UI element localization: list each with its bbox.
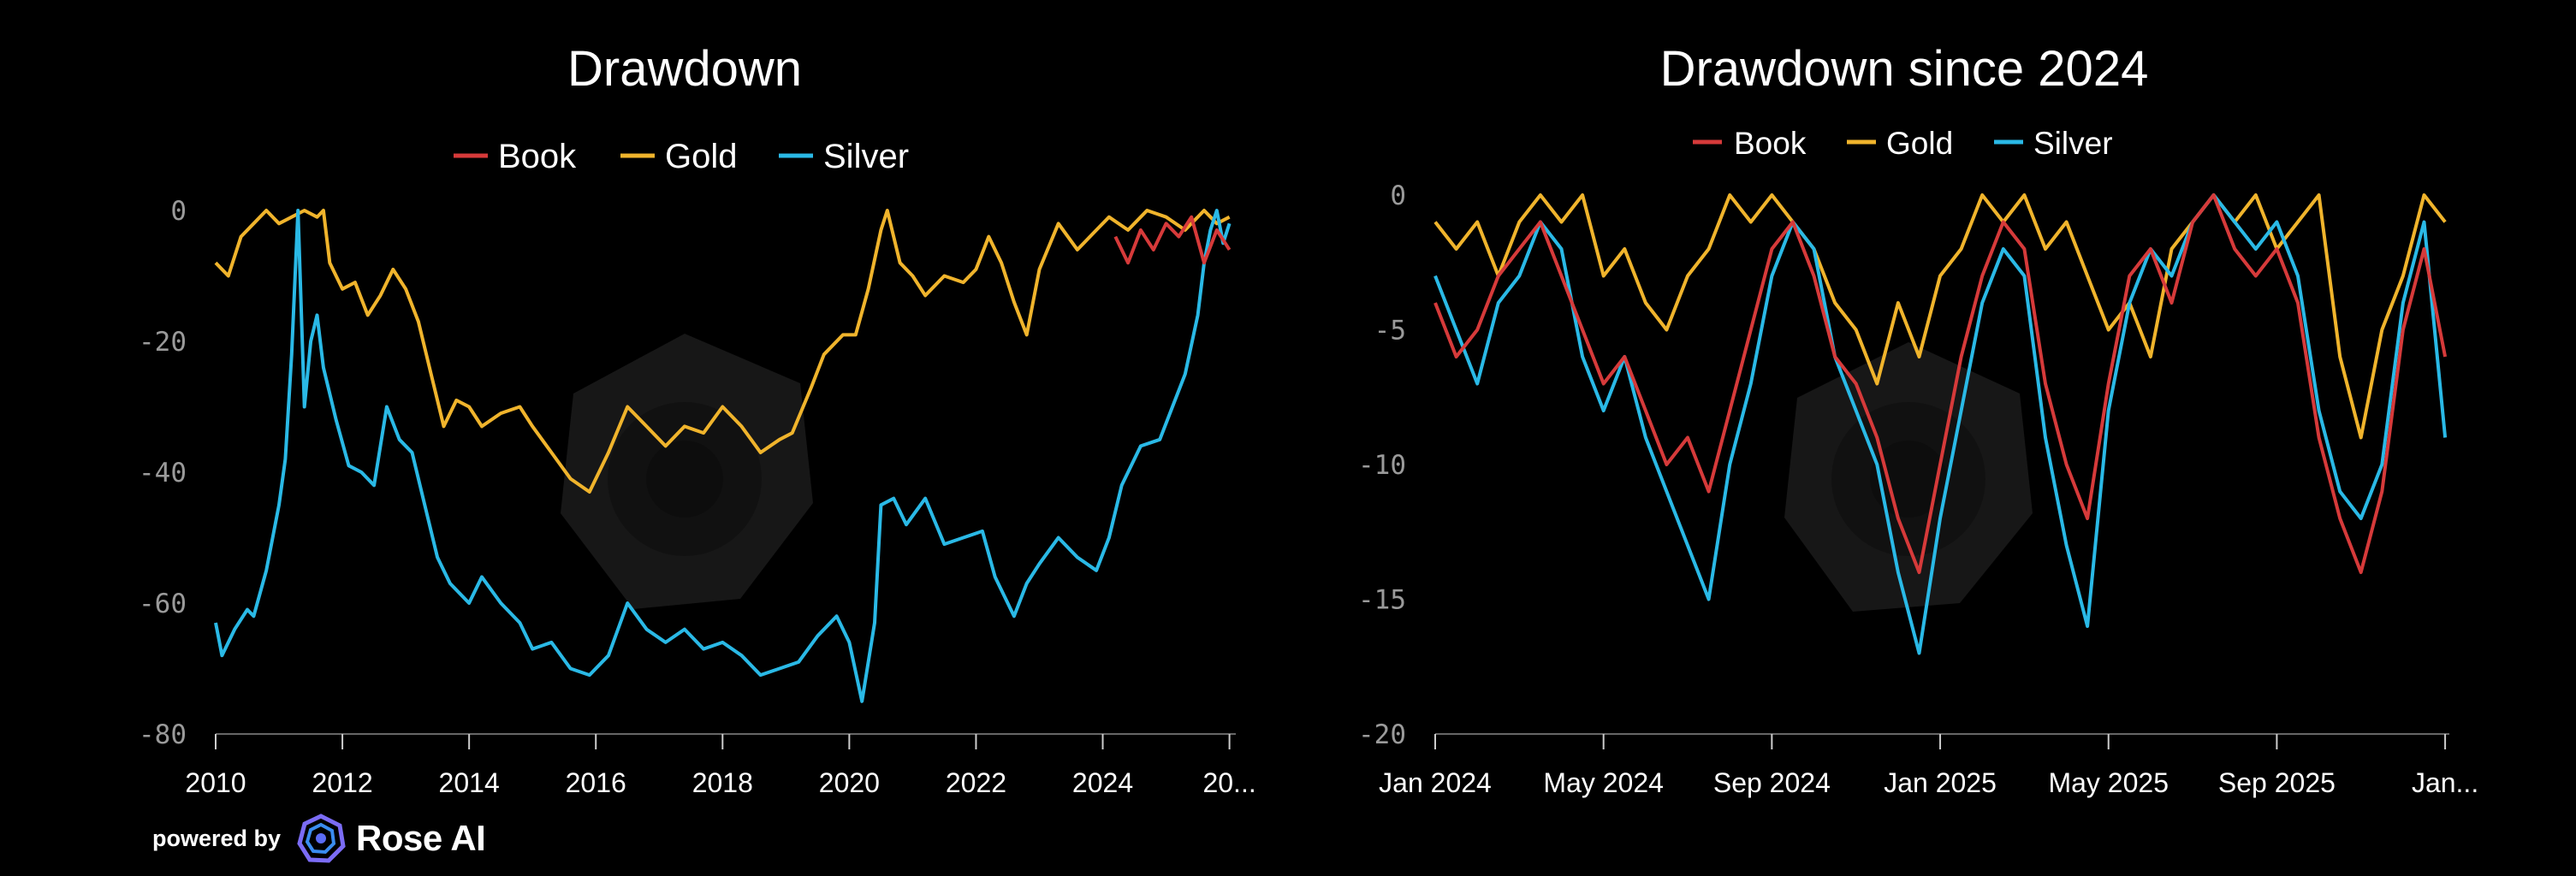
y-tick-label: -20 xyxy=(1358,719,1406,750)
y-tick-label: -80 xyxy=(139,719,187,750)
series-line-book xyxy=(1433,193,2448,574)
powered-by-label: powered by xyxy=(152,825,282,851)
watermark-right-icon xyxy=(1784,342,2033,612)
y-tick-label: -20 xyxy=(139,327,187,358)
x-tick-label: 2012 xyxy=(312,767,372,798)
legend-label-book: Book xyxy=(1734,126,1807,161)
rose-ai-logo-icon xyxy=(297,814,346,863)
x-tick-label: Jan 2024 xyxy=(1379,767,1492,798)
legend: Book Gold Silver xyxy=(1693,126,2113,161)
plot-area: Jan 2024 May 2024 Sep 2024 Jan 2025 May 2025… xyxy=(1358,181,2478,798)
legend: Book Gold Silver xyxy=(454,138,909,175)
x-tick-label: 2022 xyxy=(946,767,1006,798)
x-tick-label: 2020 xyxy=(819,767,880,798)
x-tick-label: Jan 2025 xyxy=(1884,767,1997,798)
chart-drawdown-since-2024: Drawdown since 2024 Book Gold Silver Jan… xyxy=(1358,41,2478,798)
legend-label-gold: Gold xyxy=(1886,126,1953,161)
y-tick-label: 0 xyxy=(1390,181,1406,211)
x-tick-label: Sep 2025 xyxy=(2218,767,2336,798)
x-tick-label: 2014 xyxy=(439,767,500,798)
y-tick-label: -5 xyxy=(1374,316,1406,346)
brand-name: Rose AI xyxy=(356,818,486,858)
x-tick-label: 20... xyxy=(1202,767,1255,798)
x-tick-label: May 2024 xyxy=(1543,767,1664,798)
y-tick-label: -15 xyxy=(1358,585,1406,616)
watermark-left-icon xyxy=(561,334,813,609)
x-tick-label: 2024 xyxy=(1072,767,1133,798)
chart-title: Drawdown since 2024 xyxy=(1660,41,2149,97)
y-tick-label: -40 xyxy=(139,458,187,488)
x-tick-label: Jan... xyxy=(2412,767,2478,798)
series-line-silver xyxy=(214,209,1232,703)
plot-area: 2010 2012 2014 2016 2018 2020 2022 2024 20... 0 -2… xyxy=(139,196,1256,798)
branding: powered by Rose AI xyxy=(152,808,486,868)
x-tick-label: Sep 2024 xyxy=(1713,767,1831,798)
x-tick-label: 2016 xyxy=(566,767,626,798)
legend-label-silver: Silver xyxy=(823,138,909,175)
legend-label-silver: Silver xyxy=(2033,126,2113,161)
legend-label-book: Book xyxy=(498,138,577,175)
y-tick-label: -10 xyxy=(1358,450,1406,481)
chart-title: Drawdown xyxy=(567,41,802,97)
series-line-silver xyxy=(1433,193,2448,655)
y-tick-label: -60 xyxy=(139,589,187,619)
series-line-book xyxy=(1113,215,1232,265)
x-tick-label: May 2025 xyxy=(2048,767,2169,798)
y-tick-label: 0 xyxy=(170,196,187,227)
chart-drawdown: Drawdown Book Gold Silver 2010 2012 2014 20… xyxy=(139,41,1256,798)
x-tick-label: 2018 xyxy=(692,767,753,798)
legend-label-gold: Gold xyxy=(665,138,738,175)
x-tick-label: 2010 xyxy=(185,767,246,798)
series-line-gold xyxy=(214,209,1231,494)
